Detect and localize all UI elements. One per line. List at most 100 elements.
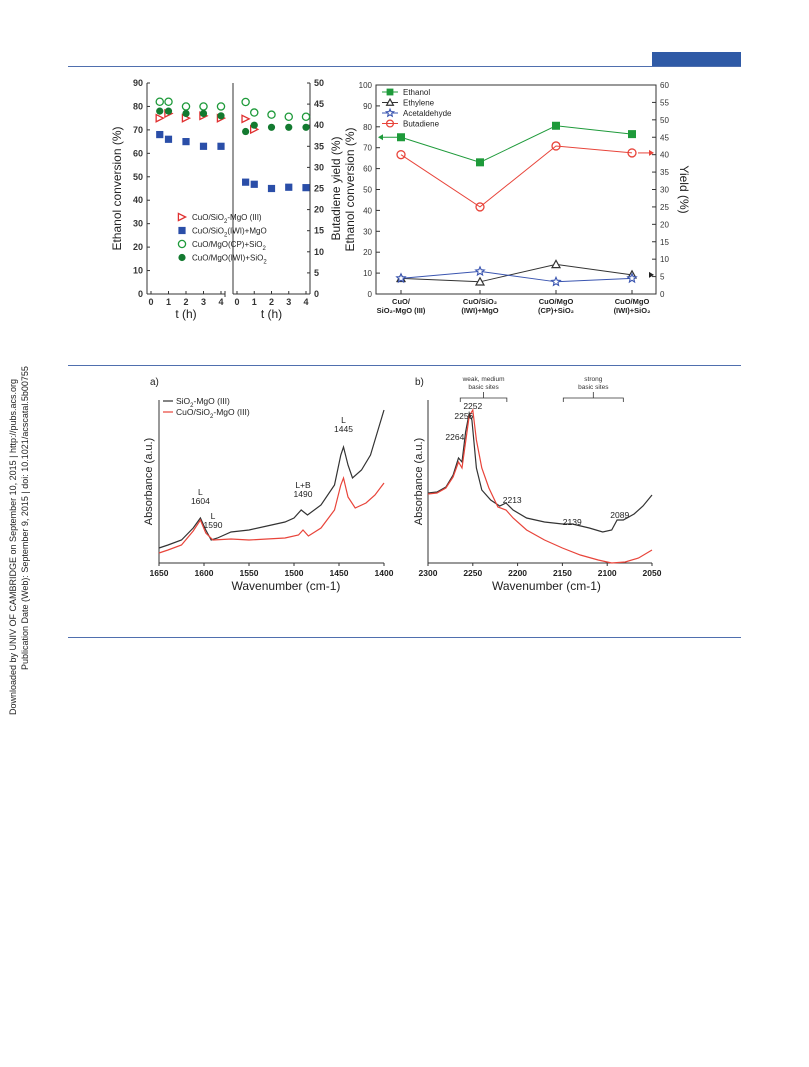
c1-ytick-right-label: 0 (314, 289, 319, 299)
c1-ytick-label: 70 (133, 125, 143, 135)
c4-peak-label: 2256 (454, 411, 473, 421)
c2-ytick-right-label: 60 (660, 81, 669, 90)
c2-ytick-label: 100 (359, 81, 373, 90)
c2-legend-marker (385, 97, 395, 106)
c1-legend-label: CuO/SiO2-MgO (III) (192, 213, 262, 225)
c4-bracket-text: basic sites (578, 384, 609, 391)
c2-ytick-label: 70 (363, 144, 372, 153)
c1-ylabel-right: Butadiene yield (%) (329, 136, 343, 240)
c4-xtick-label: 2150 (553, 568, 572, 578)
c1-xlabel-1: t (h) (175, 307, 196, 321)
c2-ylabel-left: Ethanol conversion (%) (343, 127, 357, 251)
c2-xtick-label: CuO/SiO₂ (463, 297, 497, 306)
c1-conversion-point (216, 102, 226, 111)
c2-ytick-right-label: 50 (660, 116, 669, 125)
c2-point (476, 158, 484, 167)
c1-legend-marker (177, 239, 187, 249)
c4-axes: 2300 2250 2200 2150 2100 2050 Wavenumber (cm-1… (413, 376, 662, 593)
c2-ytick-right-label: 35 (660, 168, 669, 177)
c3-annotation-label: L (211, 511, 216, 521)
divider-middle (68, 365, 741, 366)
c2-point (474, 265, 486, 277)
c2-ytick-label: 40 (363, 206, 372, 215)
c2-legend-label: Ethanol (403, 88, 430, 97)
c2-xtick-label: CuO/MgO (615, 297, 650, 306)
c3-annotation-value: 1604 (191, 496, 210, 506)
c2-ytick-right-label: 30 (660, 186, 669, 195)
c2-ytick-right-label: 0 (660, 290, 665, 299)
c3-annotation-label: L (341, 415, 346, 425)
c2-ytick-right-label: 45 (660, 133, 669, 142)
c1-xtick-label: 2 (183, 297, 188, 307)
c1-ytick-label: 0 (138, 289, 143, 299)
c1-conversion-point (217, 112, 225, 120)
c3-annotation-label: L+B (295, 480, 311, 490)
c4-spectrum-black (427, 410, 653, 533)
c2-xtick-label: CuO/ (392, 297, 411, 306)
c4-xtick-label: 2050 (643, 568, 662, 578)
c2-series-line (400, 270, 633, 283)
c1-axes: 0102030405060708090051015202530354045500… (110, 78, 343, 321)
c2-ytick-right-label: 25 (660, 203, 669, 212)
divider-top (68, 66, 741, 67)
c1-conversion-point (164, 135, 173, 143)
c1-yield-point (302, 123, 310, 131)
c2-ytick-label: 20 (363, 248, 372, 257)
c2-arrowhead-left (378, 134, 383, 141)
c1-yield-point (242, 127, 250, 136)
c1-ytick-right-label: 45 (314, 99, 324, 109)
header-tab (652, 52, 741, 66)
c1-ytick-right-label: 15 (314, 226, 324, 236)
c2-series-line (400, 125, 633, 163)
c2-legend-marker (384, 107, 396, 118)
c1-xtick-label: 3 (286, 297, 291, 307)
c4-ylabel: Absorbance (a.u.) (413, 438, 425, 525)
c2-ytick-right-label: 40 (660, 151, 669, 160)
c3-panel-label: a) (150, 377, 159, 388)
c3-annotation-value: 1590 (204, 520, 223, 530)
c1-ytick-label: 60 (133, 148, 143, 158)
c4-bracket-text: basic sites (468, 384, 499, 391)
c2-legend-label: Ethylene (403, 99, 435, 108)
c1-ytick-right-label: 35 (314, 141, 324, 151)
c2-legend-marker (385, 119, 395, 128)
c2-point (395, 272, 407, 284)
c4-bracket-text: weak, medium (462, 376, 505, 383)
c2-point (551, 141, 561, 151)
c4-panel-label: b) (415, 377, 424, 388)
c1-ytick-label: 10 (133, 266, 143, 276)
c2-xtick-label: CuO/MgO (539, 297, 574, 306)
c2-ylabel-right: Yield (%) (677, 165, 691, 213)
c2-xtick-label: SiO₂-MgO (III) (377, 306, 426, 315)
c3-ylabel: Absorbance (a.u.) (143, 438, 155, 525)
c1-conversion-point (199, 142, 208, 150)
c3-spectrum-black (158, 409, 385, 549)
c2-xtick-label: (IWI)+SiO₂ (614, 306, 651, 315)
c2-ytick-label: 0 (368, 290, 373, 299)
c1-yield-point (267, 184, 276, 193)
c2-ytick-right-label: 15 (660, 238, 669, 247)
c1-ytick-right-label: 5 (314, 268, 319, 278)
c4-xtick-label: 2300 (419, 568, 438, 578)
c4-bracket (562, 397, 624, 402)
c1-yield-point (301, 112, 311, 122)
c1-legend-label: CuO/MgO(IWI)+SiO2 (192, 254, 267, 266)
c1-ytick-label: 50 (133, 172, 143, 182)
c2-point (474, 276, 486, 286)
c1-xtick-label: 1 (166, 297, 171, 307)
c2-point (627, 148, 637, 158)
c3-xtick-label: 1500 (285, 568, 304, 578)
c1-xtick-label: 4 (218, 297, 223, 307)
c1-conversion-point (164, 97, 173, 107)
c2-legend-label: Acetaldehyde (403, 109, 452, 118)
c1-yield-point (250, 180, 258, 188)
c2-ytick-label: 50 (363, 186, 372, 195)
c1-yield-point (249, 108, 259, 117)
c1-conversion-point (182, 138, 190, 146)
c1-xtick-label: 1 (252, 297, 257, 307)
c1-yield-point (242, 178, 250, 186)
